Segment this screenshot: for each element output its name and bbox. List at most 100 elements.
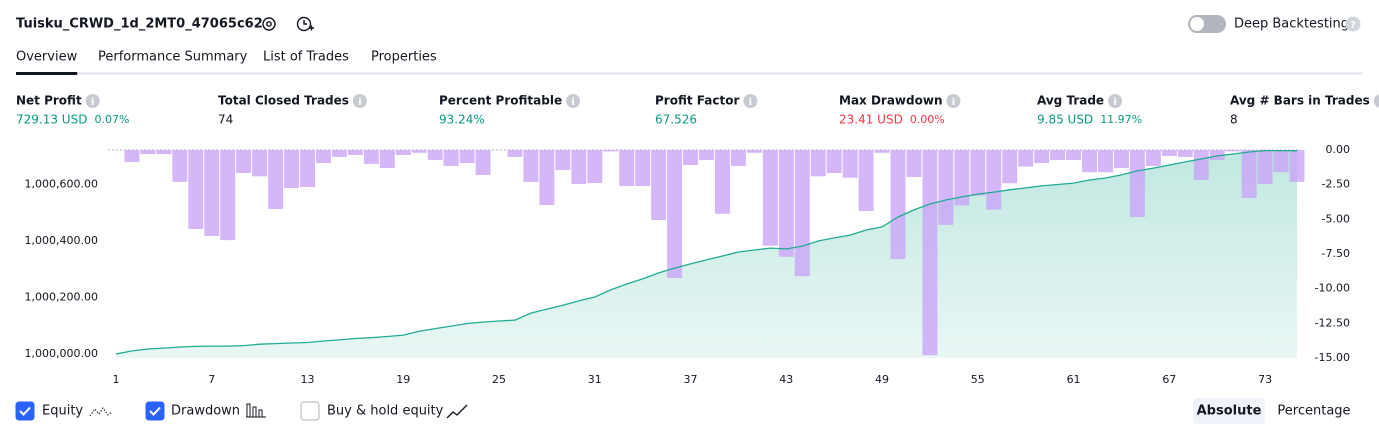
settings-icon[interactable] xyxy=(262,17,276,31)
drawdown-bar xyxy=(1050,150,1066,160)
metric-label: Percent Profitable xyxy=(439,94,562,108)
drawdown-bar xyxy=(220,150,236,241)
drawdown-bar xyxy=(1209,150,1225,160)
x-tick-label: 13 xyxy=(301,373,315,386)
drawdown-bar xyxy=(475,150,491,175)
y2-tick-label: -12.50 xyxy=(1315,316,1350,329)
metric-change: 0.00% xyxy=(910,113,945,126)
drawdown-bar xyxy=(746,150,762,153)
info-icon[interactable] xyxy=(946,94,961,108)
checkbox[interactable] xyxy=(15,401,35,421)
checkbox[interactable] xyxy=(300,401,320,421)
drawdown-bar xyxy=(427,150,443,160)
drawdown-bar xyxy=(539,150,555,206)
y-tick-label: 1,000,000.00 xyxy=(25,347,98,360)
drawdown-bar xyxy=(1145,150,1161,166)
drawdown-bar xyxy=(523,150,539,182)
drawdown-bar xyxy=(1034,150,1050,164)
drawdown-bar xyxy=(555,150,571,170)
button-bg xyxy=(1193,398,1265,424)
drawdown-bar xyxy=(683,150,699,165)
drawdown-bar xyxy=(331,150,347,157)
y2-tick-label: 0.00 xyxy=(1326,143,1351,156)
drawdown-bar xyxy=(1177,150,1193,157)
x-tick-label: 73 xyxy=(1258,373,1272,386)
alert-icon[interactable] xyxy=(296,16,315,32)
info-mark: i xyxy=(358,97,361,108)
legend-label: Drawdown xyxy=(171,404,240,419)
x-tick-label: 55 xyxy=(971,373,985,386)
drawdown-bar xyxy=(156,150,172,155)
legend-label: Equity xyxy=(42,404,83,419)
drawdown-bar xyxy=(1161,150,1177,156)
info-icon[interactable] xyxy=(85,94,100,108)
drawdown-bar xyxy=(1113,150,1129,169)
drawdown-bar xyxy=(794,150,810,277)
drawdown-bar xyxy=(395,150,411,155)
info-icon[interactable] xyxy=(743,94,758,108)
tab[interactable]: List of Trades xyxy=(263,50,349,65)
x-tick-label: 67 xyxy=(1162,373,1176,386)
drawdown-bar xyxy=(1018,150,1034,167)
info-icon[interactable] xyxy=(352,94,367,108)
button[interactable]: Percentage xyxy=(1277,404,1350,419)
drawdown-bar xyxy=(970,150,986,196)
drawdown-bar xyxy=(1002,150,1018,184)
y2-tick-label: -15.00 xyxy=(1315,351,1350,364)
x-tick-label: 1 xyxy=(113,373,120,386)
info-mark: i xyxy=(91,97,94,108)
tab[interactable]: Performance Summary xyxy=(98,50,248,65)
drawdown-bar xyxy=(826,150,842,174)
drawdown-bar xyxy=(699,150,714,160)
y2-tick-label: -2.50 xyxy=(1322,178,1350,191)
info-icon[interactable] xyxy=(1108,94,1123,108)
strategy-title: Tuisku_CRWD_1d_2MT0_47065c62 xyxy=(16,17,263,32)
help-icon[interactable] xyxy=(1345,16,1361,32)
drawdown-bar xyxy=(347,150,363,155)
y2-tick-label: -7.50 xyxy=(1322,247,1350,260)
drawdown-bar xyxy=(587,150,603,184)
tab[interactable]: Overview xyxy=(16,50,78,65)
button[interactable]: Absolute xyxy=(1197,404,1262,419)
drawdown-bar xyxy=(379,150,395,169)
metric-label: Avg # Bars in Trades xyxy=(1230,94,1370,108)
drawdown-bar xyxy=(300,150,315,188)
toggle-label: Deep Backtesting xyxy=(1234,17,1349,32)
drawdown-bar xyxy=(363,150,379,164)
metric-value: 74 xyxy=(218,113,233,127)
x-tick-label: 49 xyxy=(875,373,889,386)
metric-value: 67.526 xyxy=(655,113,697,127)
buyhold-icon xyxy=(446,404,468,419)
metric-value: 9.85 USD xyxy=(1037,113,1093,127)
info-icon[interactable] xyxy=(1373,94,1379,108)
x-tick-label: 25 xyxy=(492,373,506,386)
equity-line xyxy=(115,149,1298,355)
drawdown-bar xyxy=(571,150,587,184)
drawdown-bar xyxy=(906,150,922,178)
info-mark: i xyxy=(571,97,574,108)
y-tick-label: 1,000,600.00 xyxy=(25,177,98,190)
x-tick-label: 7 xyxy=(208,373,215,386)
metric-value: 23.41 USD xyxy=(839,113,903,127)
drawdown-bar xyxy=(188,150,204,230)
drawdown-icon xyxy=(246,403,266,418)
drawdown-bar xyxy=(667,150,683,278)
x-tick-label: 19 xyxy=(396,373,410,386)
info-mark: i xyxy=(749,97,752,108)
drawdown-bar xyxy=(651,150,667,221)
x-tick-label: 61 xyxy=(1067,373,1081,386)
metric-label: Total Closed Trades xyxy=(218,94,349,108)
drawdown-bar xyxy=(236,150,252,174)
drawdown-bar xyxy=(986,150,1002,210)
drawdown-bar xyxy=(124,150,140,163)
checkbox[interactable] xyxy=(145,401,165,421)
drawdown-bar xyxy=(714,150,730,214)
drawdown-bar xyxy=(459,150,475,164)
info-mark: i xyxy=(1113,97,1116,108)
checkmark xyxy=(19,406,31,416)
metric-label: Net Profit xyxy=(16,94,82,108)
drawdown-bar xyxy=(252,150,268,177)
info-icon[interactable] xyxy=(566,94,581,108)
tab[interactable]: Properties xyxy=(371,50,437,65)
